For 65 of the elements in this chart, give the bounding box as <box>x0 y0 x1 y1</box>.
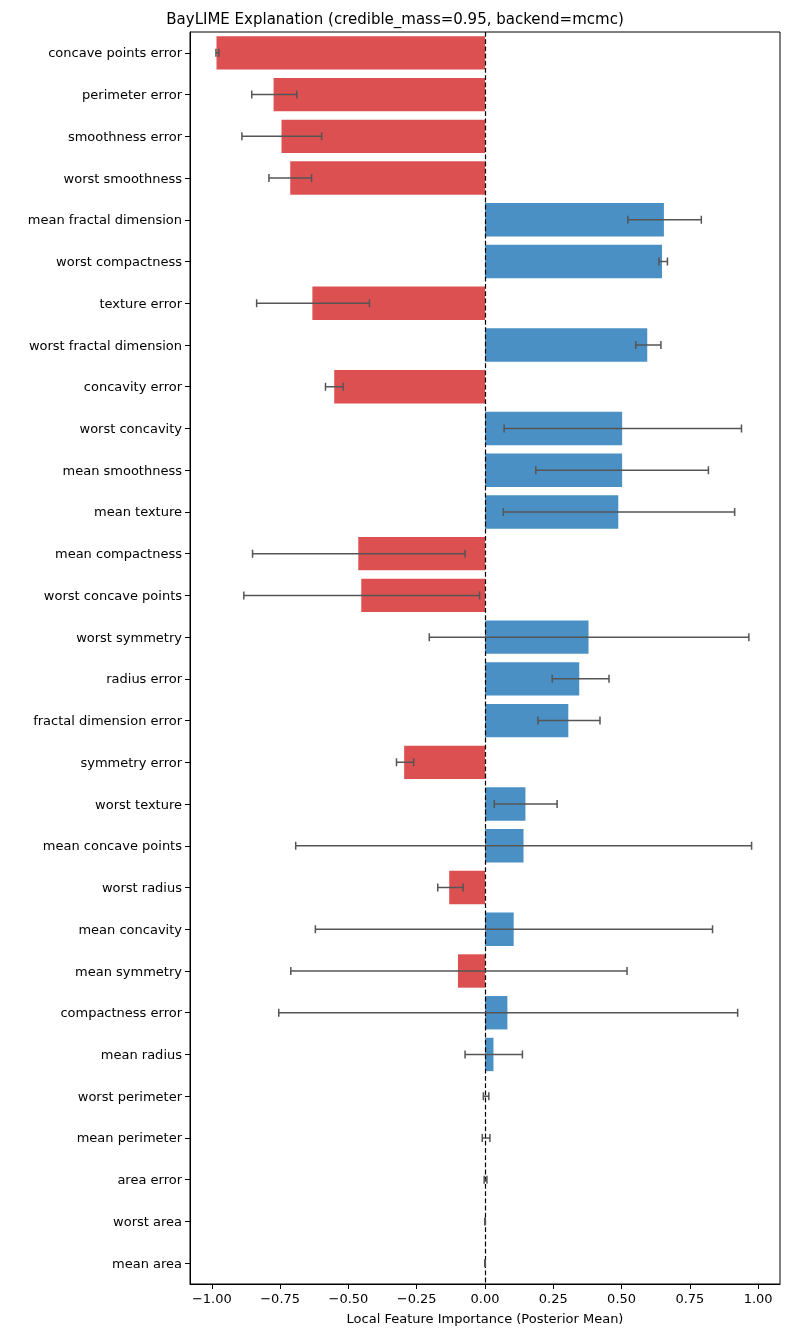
x-tick-label: −1.00 <box>191 1291 232 1306</box>
bar <box>485 996 508 1030</box>
y-tick-label: mean compactness <box>54 546 183 562</box>
bar <box>485 244 662 279</box>
x-tick-label: 1.00 <box>743 1291 773 1306</box>
bar <box>457 954 485 988</box>
y-tick-label: mean radius <box>100 1046 183 1062</box>
x-tick-label: 0.25 <box>538 1291 568 1306</box>
y-tick-label: mean symmetry <box>75 963 183 979</box>
x-tick-label: −0.75 <box>260 1291 301 1306</box>
bar <box>485 703 569 738</box>
bar <box>290 161 485 195</box>
bar <box>485 620 589 654</box>
bar <box>281 119 485 154</box>
bar <box>485 912 514 946</box>
x-axis-title: Local Feature Importance (Posterior Mean) <box>346 1311 624 1326</box>
y-tick-label: smoothness error <box>67 128 183 144</box>
bar <box>404 745 485 780</box>
bar <box>449 870 485 905</box>
x-tick-label: 0.00 <box>470 1291 500 1306</box>
bar <box>361 578 485 613</box>
x-tick-label: 0.75 <box>675 1291 705 1306</box>
x-tick-label: −0.50 <box>328 1291 369 1306</box>
bar <box>485 328 648 362</box>
bar <box>334 370 485 404</box>
x-tick-label: −0.25 <box>396 1291 437 1306</box>
y-tick-label: mean concavity <box>78 921 183 937</box>
bar <box>485 411 623 446</box>
y-tick-label: worst symmetry <box>76 629 183 645</box>
y-tick-label: mean concave points <box>42 838 183 854</box>
bar <box>485 829 524 863</box>
bar <box>485 662 580 696</box>
y-tick-label: worst smoothness <box>63 170 183 186</box>
bar <box>485 495 619 529</box>
y-tick-label: worst compactness <box>56 254 183 270</box>
y-tick-label: fractal dimension error <box>33 713 183 729</box>
y-tick-label: texture error <box>99 295 183 311</box>
bar <box>485 787 526 821</box>
y-tick-label: mean perimeter <box>76 1130 183 1146</box>
chart-title: BayLIME Explanation (credible_mass=0.95, backend=mcmc) <box>166 9 624 29</box>
y-tick-label: mean area <box>112 1255 182 1271</box>
y-tick-label: mean texture <box>94 504 182 520</box>
y-tick-label: area error <box>117 1172 183 1188</box>
bar <box>273 77 485 112</box>
x-tick-label: 0.50 <box>607 1291 637 1306</box>
y-tick-label: perimeter error <box>82 87 183 103</box>
y-tick-label: worst concavity <box>79 420 183 436</box>
y-tick-label: worst area <box>113 1213 182 1229</box>
y-tick-label: mean fractal dimension <box>27 212 182 228</box>
y-tick-label: compactness error <box>60 1005 183 1021</box>
y-tick-label: concavity error <box>83 379 183 395</box>
y-tick-label: radius error <box>106 671 183 687</box>
y-tick-label: worst radius <box>101 880 183 896</box>
bar <box>312 286 485 320</box>
y-tick-label: worst fractal dimension <box>28 337 182 353</box>
bar <box>485 203 664 237</box>
y-tick-label: worst perimeter <box>77 1088 183 1104</box>
y-tick-label: worst concave points <box>43 587 183 603</box>
y-tick-label: mean smoothness <box>62 462 183 478</box>
y-tick-label: worst texture <box>95 796 182 812</box>
y-tick-label: symmetry error <box>80 754 183 770</box>
bar <box>485 453 623 487</box>
y-tick-label: concave points error <box>48 45 183 61</box>
bar <box>216 36 485 70</box>
bar <box>358 536 485 571</box>
